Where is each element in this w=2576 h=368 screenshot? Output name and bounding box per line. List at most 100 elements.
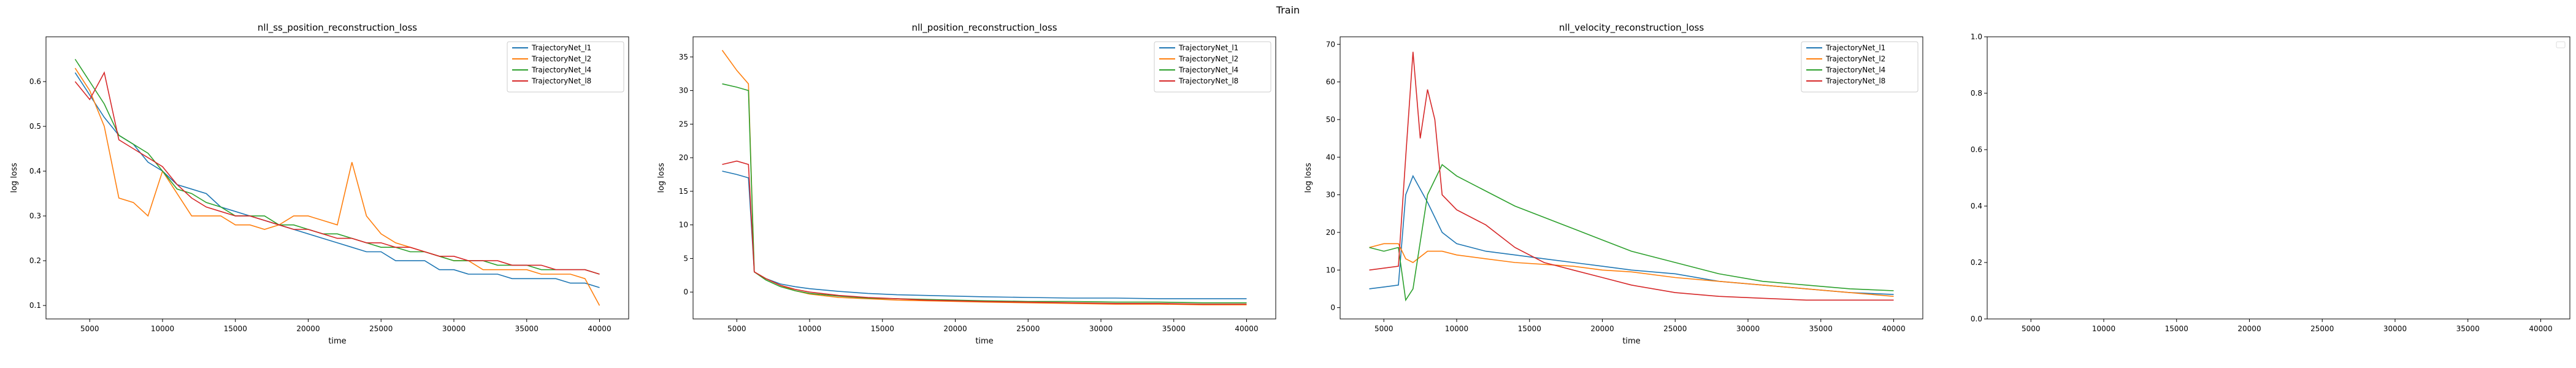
legend: TrajectoryNet_l1 TrajectoryNet_l2 Trajecto…	[507, 41, 624, 93]
x-tick-label: 10000	[798, 324, 821, 333]
y-tick-label: 70	[1326, 40, 1335, 48]
x-tick-label: 20000	[2237, 324, 2261, 333]
figure-suptitle: Train	[1276, 4, 1300, 16]
legend-entry: TrajectoryNet_l8	[1825, 77, 1885, 85]
y-tick-label: 0.2	[29, 256, 41, 265]
plot-frame	[1987, 36, 2570, 320]
legend-entry: TrajectoryNet_l2	[531, 55, 591, 63]
x-tick-label: 5000	[1374, 324, 1393, 333]
y-tick-label: 0.6	[29, 77, 41, 86]
y-tick-label: 50	[1326, 115, 1335, 124]
chart-panel-1: nll_ss_position_reconstruction_loss 5000 1…	[10, 22, 629, 346]
y-tick-label: 0.4	[29, 167, 41, 175]
y-tick-label: 25	[679, 120, 688, 128]
chart-title: nll_velocity_reconstruction_loss	[1559, 22, 1704, 34]
y-tick-label: 0.4	[1971, 202, 1982, 210]
y-tick-label: 0.1	[29, 301, 41, 310]
x-axis-label: time	[975, 337, 993, 346]
series-line-TrajectoryNet_l4	[722, 83, 1247, 304]
x-tick-label: 30000	[442, 324, 466, 333]
legend-box	[507, 41, 624, 93]
x-tick-label: 15000	[2165, 324, 2188, 333]
legend-entry: TrajectoryNet_l4	[531, 66, 591, 74]
x-tick-label: 40000	[588, 324, 611, 333]
x-tick-label: 40000	[2529, 324, 2552, 333]
x-tick-label: 20000	[943, 324, 967, 333]
plot-frame	[45, 36, 629, 320]
legend: TrajectoryNet_l1 TrajectoryNet_l2 Trajecto…	[1801, 41, 1919, 93]
y-tick-label: 0.8	[1971, 89, 1982, 98]
y-tick-label: 0	[1330, 304, 1335, 312]
x-tick-label: 15000	[1518, 324, 1541, 333]
series-line-TrajectoryNet_l1	[74, 72, 600, 288]
legend-box-empty	[2556, 41, 2566, 48]
x-tick-label: 5000	[80, 324, 99, 333]
legend-entry: TrajectoryNet_l2	[1825, 55, 1885, 63]
y-tick-label: 20	[679, 153, 688, 162]
x-tick-label: 10000	[2092, 324, 2115, 333]
x-tick-label: 30000	[2383, 324, 2407, 333]
y-tick-label: 30	[1326, 191, 1335, 199]
x-tick-label: 10000	[1445, 324, 1468, 333]
x-tick-label: 30000	[1736, 324, 1760, 333]
x-tick-label: 10000	[151, 324, 174, 333]
x-tick-label: 15000	[871, 324, 894, 333]
y-tick-label: 40	[1326, 153, 1335, 161]
chart-title: nll_position_reconstruction_loss	[911, 22, 1057, 34]
legend-box	[1154, 41, 1271, 93]
y-tick-label: 10	[1326, 266, 1335, 274]
legend-entry: TrajectoryNet_l1	[531, 44, 591, 52]
series-line-TrajectoryNet_l1	[722, 171, 1247, 299]
x-tick-label: 25000	[2310, 324, 2334, 333]
x-tick-label: 5000	[2022, 324, 2041, 333]
x-axis-label: time	[1622, 337, 1640, 346]
x-tick-label: 35000	[1162, 324, 1186, 333]
y-tick-label: 1.0	[1971, 33, 1982, 41]
legend: TrajectoryNet_l1 TrajectoryNet_l2 Trajecto…	[1154, 41, 1271, 93]
x-tick-label: 15000	[224, 324, 247, 333]
y-tick-label: 0.6	[1971, 145, 1982, 154]
y-tick-label: 0.3	[29, 212, 41, 220]
y-tick-label: 60	[1326, 78, 1335, 86]
plot-frame	[1340, 36, 1923, 320]
series-line-TrajectoryNet_l2	[1369, 243, 1894, 297]
series-line-TrajectoryNet_l2	[74, 67, 600, 306]
legend-entry: TrajectoryNet_l8	[531, 77, 591, 85]
legend-entry: TrajectoryNet_l4	[1178, 66, 1238, 74]
x-tick-label: 40000	[1235, 324, 1258, 333]
series-line-TrajectoryNet_l8	[1369, 52, 1894, 301]
legend-entry: TrajectoryNet_l4	[1825, 66, 1885, 74]
x-tick-label: 20000	[1590, 324, 1614, 333]
y-axis-label: log loss	[657, 163, 666, 193]
y-tick-label: 35	[679, 53, 688, 61]
chart-title: nll_ss_position_reconstruction_loss	[258, 22, 417, 34]
legend-box	[1801, 41, 1919, 93]
plot-frame	[692, 36, 1276, 320]
chart-panel-3: nll_velocity_reconstruction_loss 5000 1000…	[1304, 22, 1923, 346]
x-tick-label: 5000	[727, 324, 746, 333]
series-line-TrajectoryNet_l1	[1369, 175, 1894, 295]
y-tick-label: 10	[679, 221, 688, 229]
x-tick-label: 35000	[2456, 324, 2480, 333]
y-axis-label: log loss	[1304, 163, 1313, 193]
y-tick-label: 5	[683, 254, 688, 263]
legend-entry: TrajectoryNet_l8	[1178, 77, 1238, 85]
y-tick-label: 20	[1326, 228, 1335, 237]
legend-entry: TrajectoryNet_l1	[1178, 44, 1238, 52]
series-line-TrajectoryNet_l8	[722, 160, 1247, 305]
y-tick-label: 30	[679, 86, 688, 95]
series-line-TrajectoryNet_l8	[74, 71, 600, 275]
y-tick-label: 0.0	[1971, 315, 1982, 323]
y-tick-label: 0	[683, 288, 688, 296]
x-axis-label: time	[328, 337, 346, 346]
y-tick-label: 15	[679, 187, 688, 196]
x-tick-label: 30000	[1089, 324, 1113, 333]
y-axis-label: log loss	[10, 163, 19, 193]
series-line-TrajectoryNet_l4	[1369, 164, 1894, 302]
x-tick-label: 35000	[515, 324, 539, 333]
x-tick-label: 25000	[369, 324, 393, 333]
y-tick-label: 0.2	[1971, 258, 1982, 267]
x-tick-label: 35000	[1809, 324, 1833, 333]
x-tick-label: 40000	[1882, 324, 1905, 333]
